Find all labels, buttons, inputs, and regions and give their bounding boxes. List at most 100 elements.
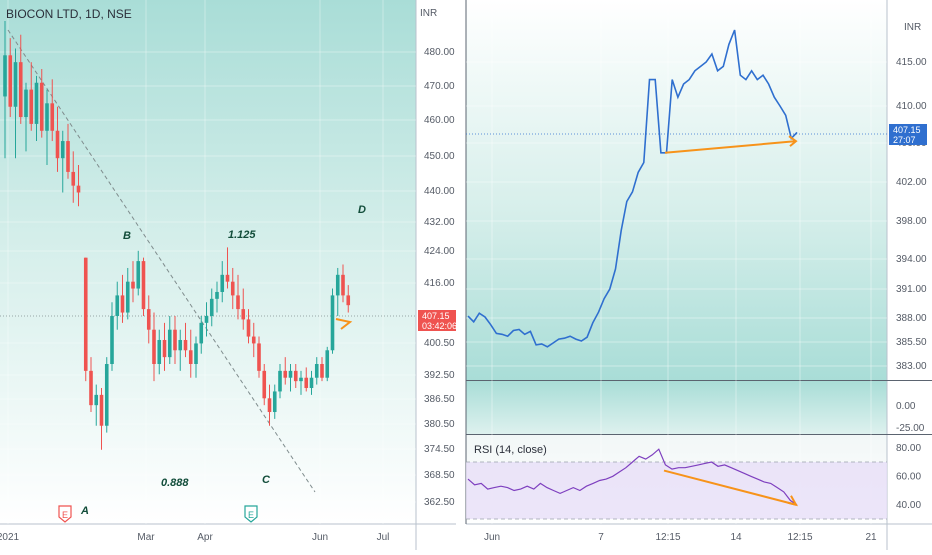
- candle[interactable]: [99, 388, 104, 450]
- candle[interactable]: [3, 21, 7, 159]
- left-y-tick-label: 450.00: [424, 151, 455, 162]
- candle[interactable]: [13, 48, 18, 159]
- left-chart-title: BIOCON LTD, 1D, NSE: [6, 7, 132, 21]
- candle[interactable]: [45, 89, 49, 166]
- candle[interactable]: [71, 151, 76, 203]
- candle[interactable]: [341, 264, 345, 303]
- candle[interactable]: [136, 250, 141, 296]
- left-x-tick-label: Jul: [377, 532, 390, 543]
- candle[interactable]: [283, 357, 288, 385]
- right-x-tick-label: 21: [865, 532, 877, 543]
- left-price-tag: [418, 310, 456, 331]
- candle[interactable]: [278, 364, 282, 399]
- candle[interactable]: [60, 130, 65, 193]
- candle[interactable]: [314, 357, 319, 385]
- candle[interactable]: [94, 384, 99, 426]
- left-y-tick-label: 470.00: [424, 81, 455, 92]
- right-y-tick-label: 391.00: [896, 284, 927, 295]
- candle[interactable]: [125, 267, 130, 320]
- left-arrow-marker[interactable]: [335, 318, 353, 330]
- candle[interactable]: [89, 357, 93, 413]
- candle[interactable]: [50, 79, 55, 142]
- candle[interactable]: [325, 346, 330, 382]
- candle[interactable]: [309, 370, 314, 395]
- earnings-marker[interactable]: E: [58, 505, 72, 523]
- right-countdown: 27:07: [893, 135, 916, 145]
- candle[interactable]: [220, 261, 225, 303]
- price-trend-arrow[interactable]: [664, 140, 797, 154]
- candle[interactable]: [288, 364, 293, 392]
- right-y-tick-label: 410.00: [896, 101, 927, 112]
- candle[interactable]: [83, 257, 88, 382]
- candle[interactable]: [34, 75, 39, 142]
- rsi-line-series[interactable]: [467, 448, 798, 506]
- candle[interactable]: [335, 267, 340, 316]
- left-y-tick-label: 368.50: [424, 470, 455, 481]
- candle[interactable]: [267, 384, 272, 426]
- candle[interactable]: [152, 312, 156, 382]
- price-line-series[interactable]: [467, 29, 798, 348]
- candle[interactable]: [272, 384, 277, 419]
- candle[interactable]: [162, 322, 167, 371]
- candle[interactable]: [120, 274, 125, 323]
- candle[interactable]: [188, 329, 193, 378]
- candle[interactable]: [304, 367, 309, 392]
- rsi-trend-arrow[interactable]: [663, 469, 797, 506]
- descending-trendline[interactable]: [7, 29, 316, 493]
- candle[interactable]: [76, 165, 81, 207]
- left-y-tick-label: 440.00: [424, 186, 455, 197]
- candle[interactable]: [230, 267, 235, 310]
- dividend-marker[interactable]: E: [244, 505, 258, 523]
- candle[interactable]: [8, 38, 13, 118]
- candle[interactable]: [320, 357, 324, 382]
- candle[interactable]: [209, 288, 214, 327]
- dividend-marker-label: E: [248, 510, 254, 520]
- left-y-tick-label: 432.00: [424, 217, 455, 228]
- right-y-tick-label: 394.00: [896, 254, 927, 265]
- candle[interactable]: [167, 315, 172, 364]
- candle[interactable]: [293, 364, 298, 389]
- right-y-tick-label: 383.00: [896, 361, 927, 372]
- left-x-tick-label: Apr: [197, 532, 213, 543]
- candle[interactable]: [110, 302, 114, 371]
- candle[interactable]: [141, 257, 146, 316]
- rsi-band: [466, 462, 887, 519]
- candle[interactable]: [173, 315, 177, 364]
- left-y-tick-label: 400.50: [424, 338, 455, 349]
- candle[interactable]: [299, 370, 303, 395]
- candle[interactable]: [18, 34, 23, 124]
- price-trend-arrow-head: [788, 135, 798, 147]
- candle[interactable]: [225, 247, 230, 289]
- right-price-tag: [889, 124, 927, 145]
- candle[interactable]: [346, 285, 351, 313]
- candle[interactable]: [330, 288, 335, 354]
- candle[interactable]: [178, 329, 183, 371]
- candle[interactable]: [194, 336, 198, 378]
- candle[interactable]: [157, 329, 162, 375]
- candle[interactable]: [257, 336, 261, 378]
- left-last-price: 407.15: [422, 311, 450, 321]
- right-y-tick-label: 398.00: [896, 216, 927, 227]
- candle[interactable]: [199, 315, 204, 354]
- candle[interactable]: [29, 62, 34, 131]
- candle[interactable]: [251, 322, 256, 358]
- candle[interactable]: [39, 69, 44, 138]
- candle[interactable]: [55, 106, 60, 172]
- candle[interactable]: [146, 295, 151, 344]
- left-currency-label: INR: [420, 8, 437, 19]
- candle[interactable]: [241, 288, 246, 330]
- candle[interactable]: [183, 322, 188, 358]
- candle[interactable]: [246, 309, 251, 344]
- candle[interactable]: [131, 261, 135, 303]
- candle[interactable]: [66, 123, 70, 179]
- candle[interactable]: [262, 364, 267, 406]
- candle[interactable]: [204, 302, 209, 337]
- candle[interactable]: [104, 357, 109, 433]
- candle[interactable]: [24, 82, 28, 152]
- candle[interactable]: [215, 281, 219, 313]
- middle-y-tick-label: 0.00: [896, 401, 916, 412]
- candle[interactable]: [115, 281, 120, 330]
- left-plot-area: [0, 0, 416, 524]
- candle[interactable]: [236, 274, 240, 320]
